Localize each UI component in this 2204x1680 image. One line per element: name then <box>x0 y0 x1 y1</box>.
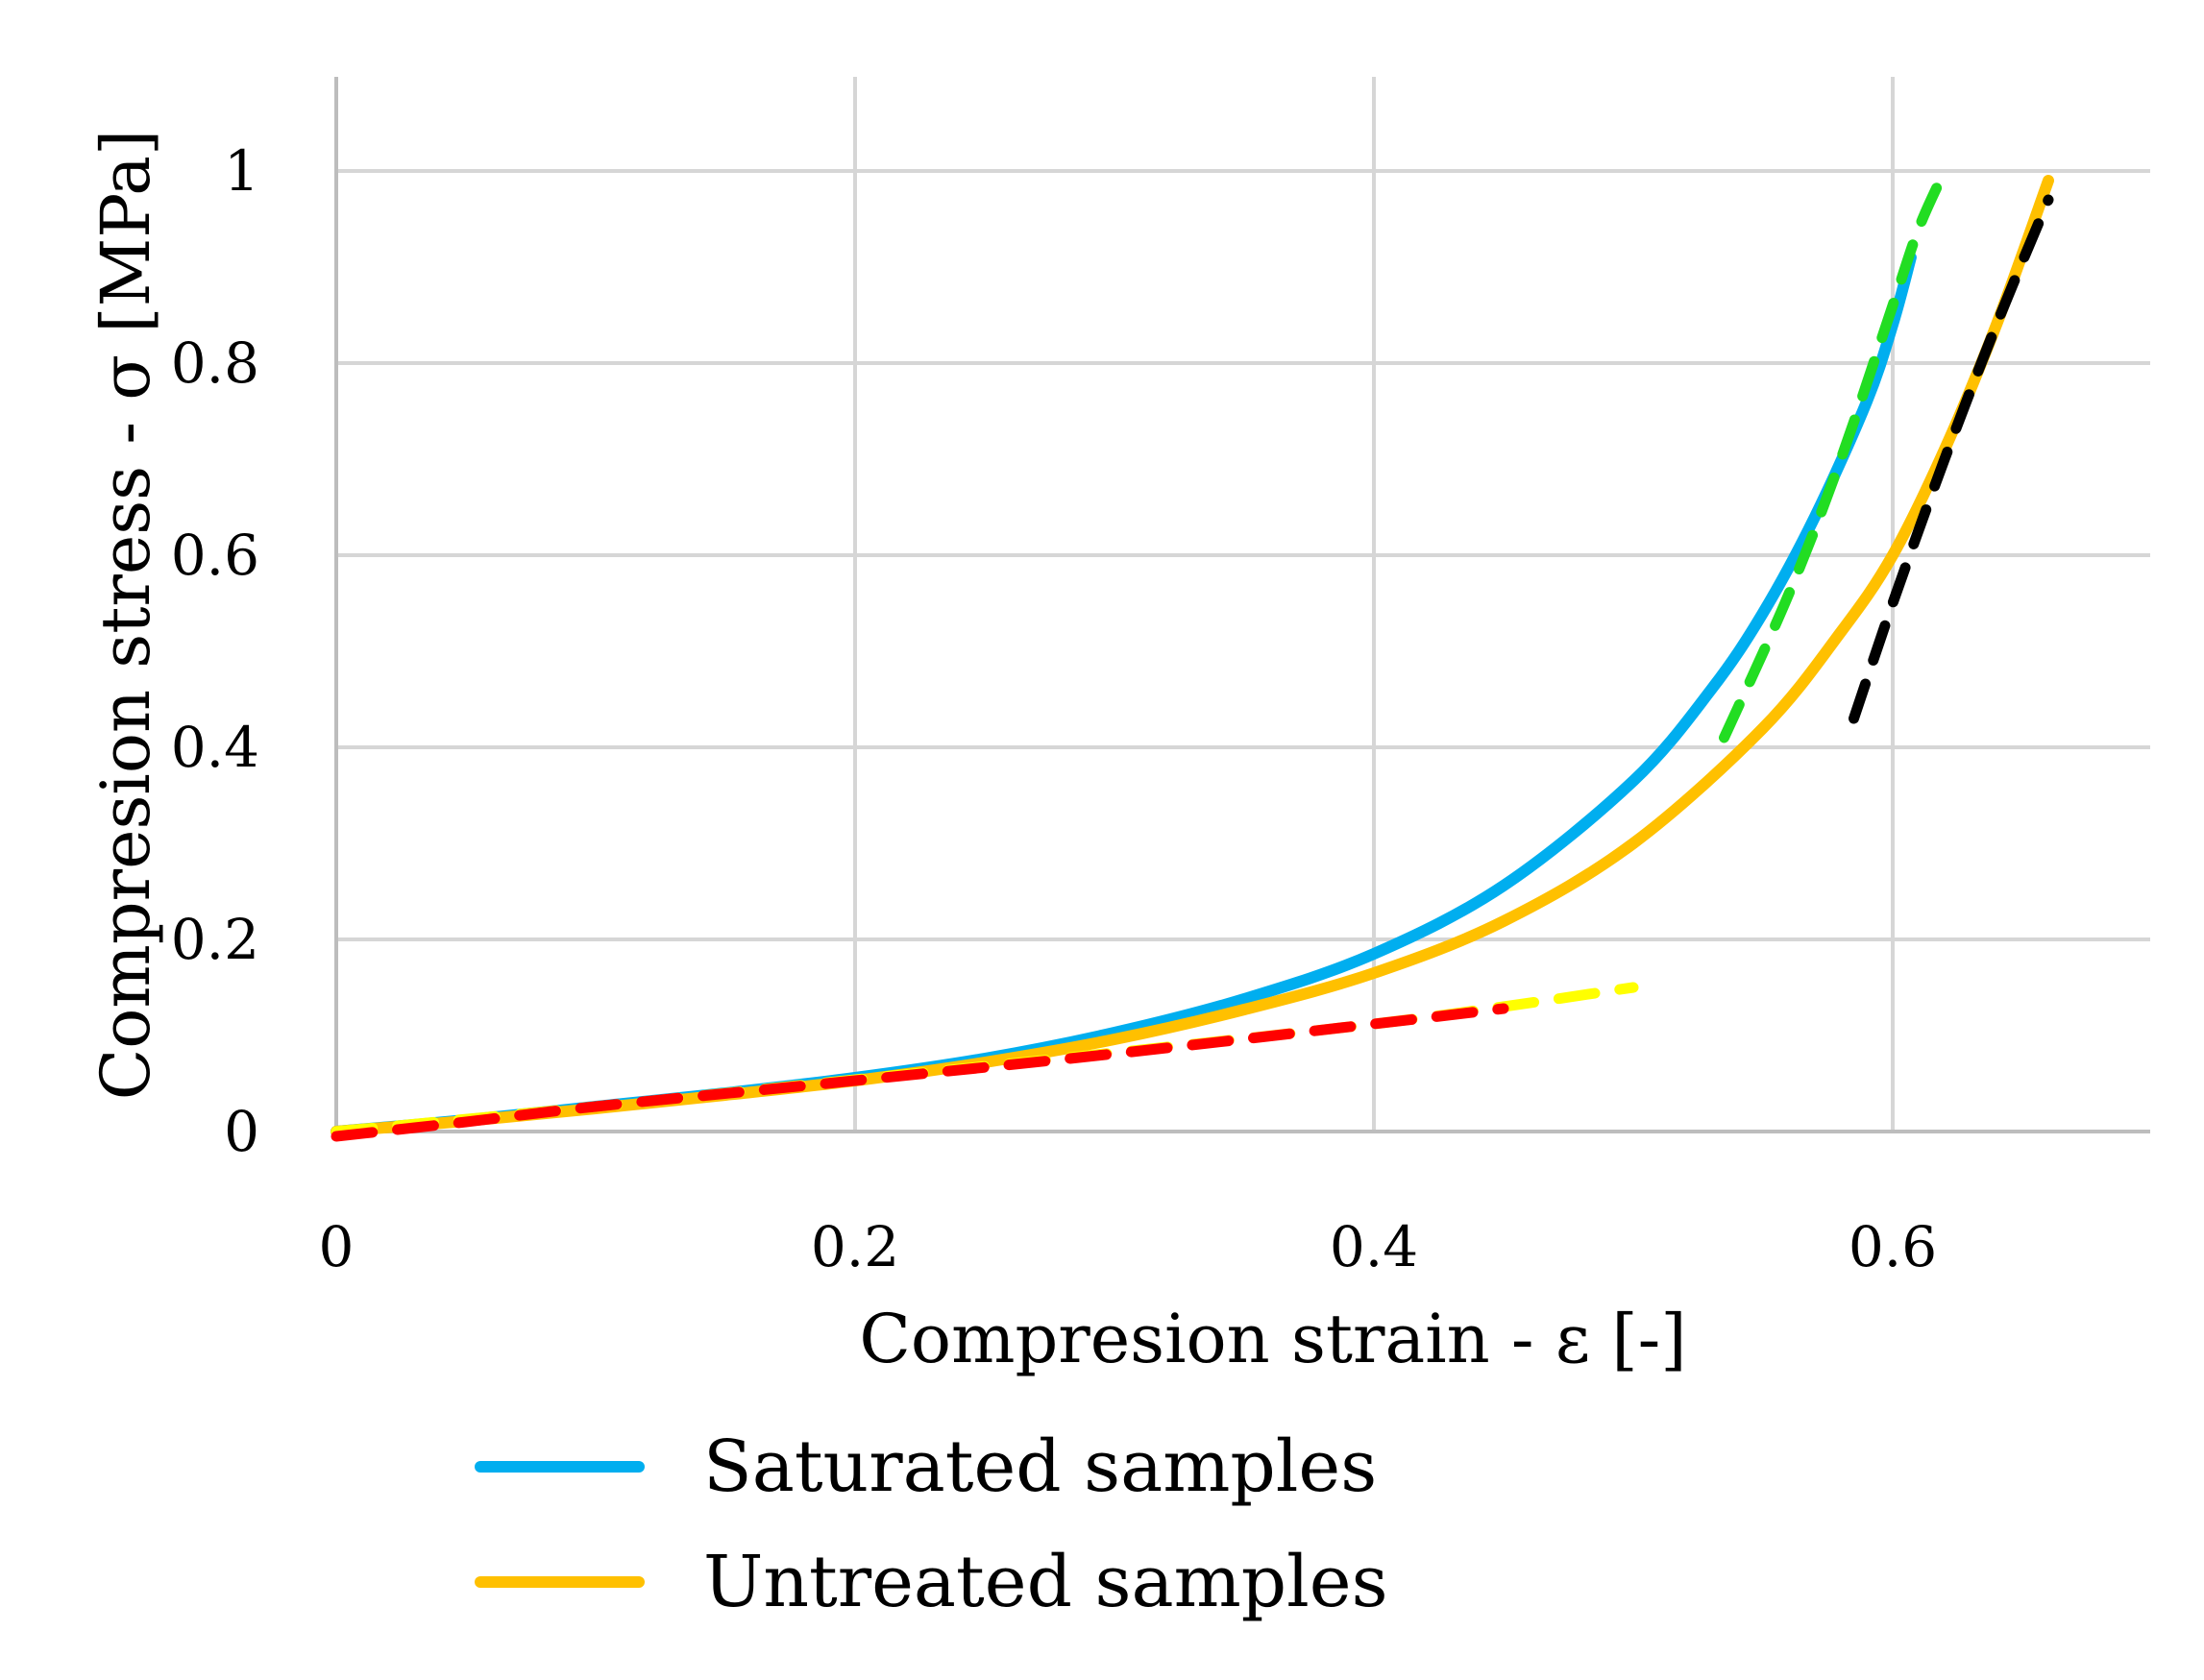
series-line-fit-high-saturated <box>1719 165 1950 743</box>
tick-labels: 0 0.2 0.4 0.6 0.8 1 0 0.2 0.4 0.6 <box>171 138 1937 1279</box>
series-line-saturated-samples <box>331 252 1917 1137</box>
axes <box>334 77 2150 1133</box>
series-line-fit-low-untreated <box>331 1003 1509 1142</box>
series-line-untreated-samples <box>331 175 2054 1137</box>
x-axis-title: Compresion strain - ε [-] <box>859 1300 1686 1378</box>
x-tick-label: 0.6 <box>1849 1214 1937 1279</box>
y-tick-label: 0.8 <box>171 330 259 396</box>
legend-label-saturated: Saturated samples <box>703 1425 1377 1508</box>
x-tick-label: 0.2 <box>811 1214 899 1279</box>
y-tick-label: 0.4 <box>171 715 259 780</box>
series-layer <box>331 165 2054 1142</box>
y-tick-label: 0.2 <box>171 907 259 972</box>
y-tick-label: 0.6 <box>171 523 259 588</box>
x-tick-label: 0 <box>319 1214 355 1279</box>
x-tick-label: 0.4 <box>1330 1214 1418 1279</box>
y-tick-label: 1 <box>224 138 259 204</box>
grid <box>336 77 2150 1132</box>
legend: Saturated samples Untreated samples <box>475 1425 1388 1623</box>
y-axis-title: Compresion stress - σ [MPa] <box>86 130 165 1101</box>
series-line-fit-high-untreated <box>1849 194 2054 724</box>
y-tick-label: 0 <box>224 1099 259 1164</box>
legend-label-untreated: Untreated samples <box>703 1541 1388 1623</box>
